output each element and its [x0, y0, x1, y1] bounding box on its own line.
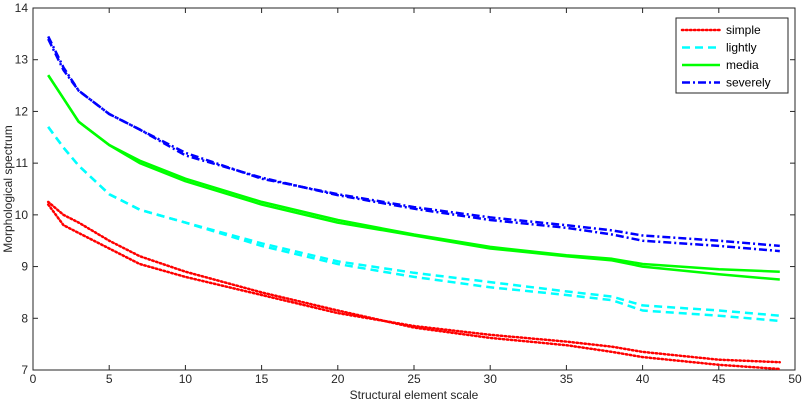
legend: simple lightly media severely	[675, 17, 789, 94]
legend-label-media: media	[726, 58, 759, 72]
series-line-severely-1	[47, 35, 780, 248]
y-tick-label: 9	[21, 260, 28, 274]
series-line-severely-2	[47, 38, 780, 253]
x-tick-label: 30	[484, 372, 498, 386]
series-line-lightly-1	[47, 126, 780, 323]
y-tick-label: 12	[15, 104, 29, 118]
axis-ticks: 0 5 10 15 20 25 30 35 40 45 50 7 8 9 10 11 12 13 14	[15, 1, 802, 386]
series-group	[46, 35, 782, 371]
y-tick-label: 8	[21, 311, 28, 325]
y-tick-label: 11	[16, 156, 29, 170]
legend-label-lightly: lightly	[726, 41, 757, 55]
x-tick-label: 20	[331, 372, 345, 386]
series-line-lightly-2	[47, 126, 780, 317]
plot-area	[32, 7, 796, 371]
x-axis-label: Structural element scale	[350, 388, 479, 402]
series-line-media-2	[47, 74, 780, 273]
x-tick-label: 45	[712, 372, 726, 386]
series-line-simple-1	[46, 200, 782, 371]
x-tick-label: 15	[255, 372, 269, 386]
x-tick-label: 25	[407, 372, 421, 386]
series-line-simple-2	[46, 203, 782, 364]
x-tick-label: 40	[636, 372, 650, 386]
x-tick-label: 10	[179, 372, 193, 386]
y-tick-label: 7	[21, 363, 28, 377]
y-tick-label: 13	[15, 53, 29, 67]
legend-label-severely: severely	[726, 76, 771, 90]
legend-label-simple: simple	[726, 23, 761, 37]
x-tick-label: 5	[106, 372, 113, 386]
x-tick-label: 50	[788, 372, 802, 386]
x-tick-label: 0	[30, 372, 37, 386]
y-axis-label: Morphological spectrum	[1, 125, 15, 252]
y-tick-label: 14	[15, 1, 29, 15]
y-tick-label: 10	[15, 208, 29, 222]
x-tick-label: 35	[560, 372, 574, 386]
